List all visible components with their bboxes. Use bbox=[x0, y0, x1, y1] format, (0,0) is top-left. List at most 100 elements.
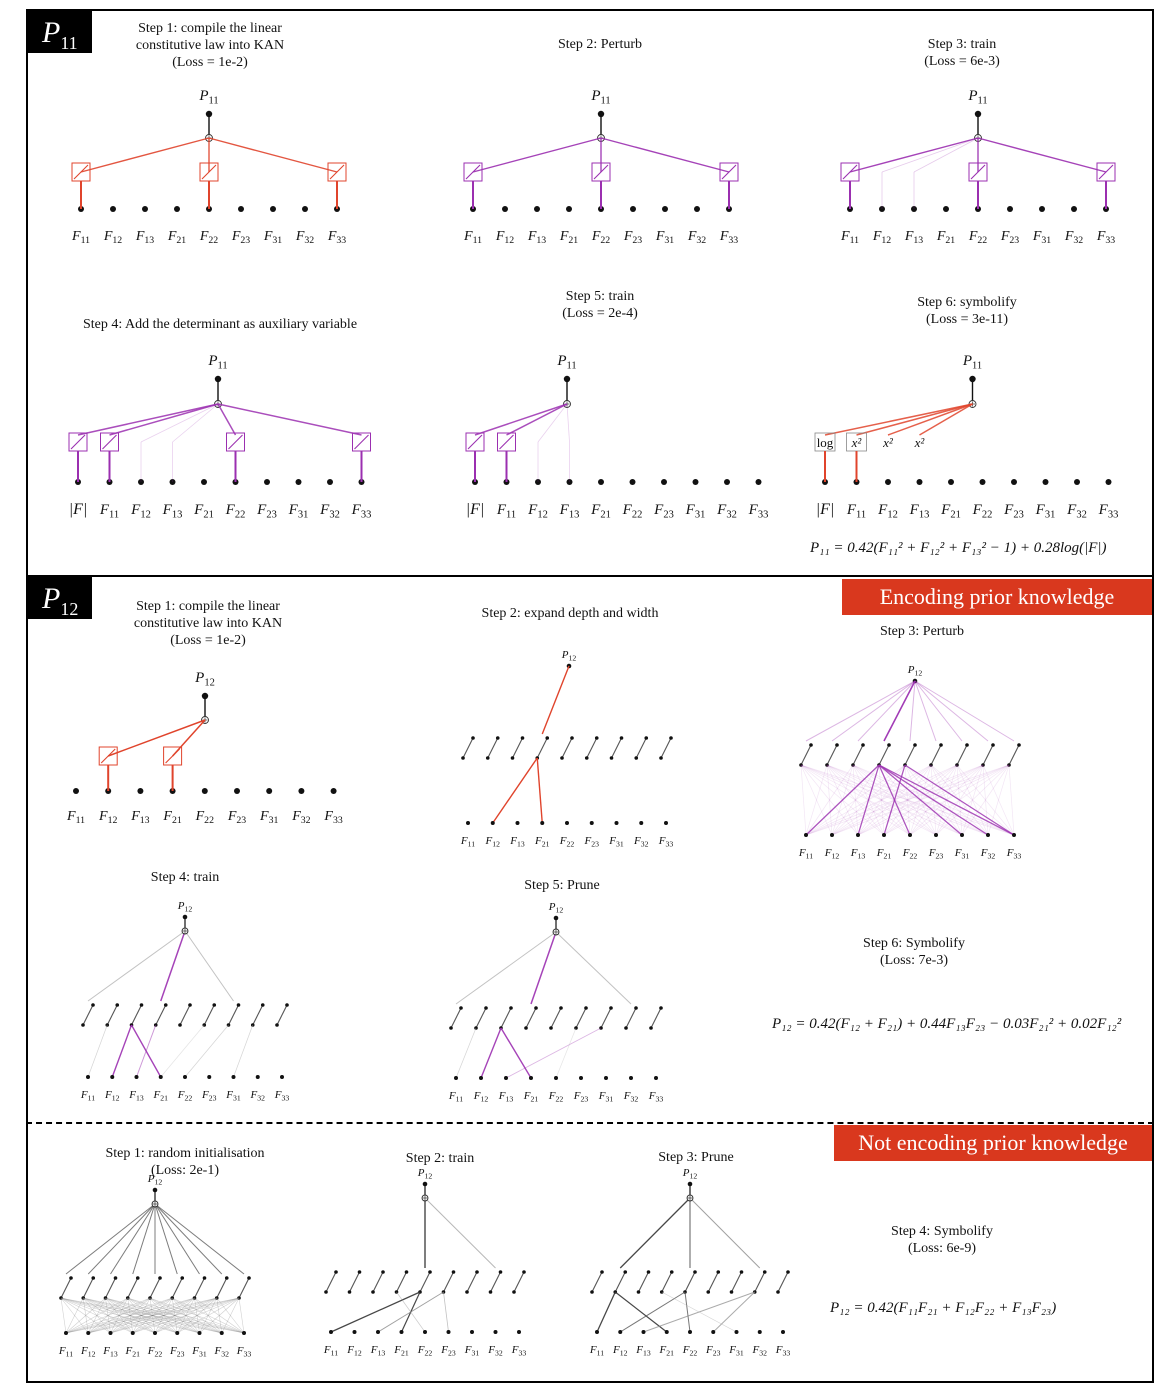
edge-bottom bbox=[127, 1297, 245, 1334]
input-node bbox=[595, 1330, 599, 1334]
edge-top bbox=[87, 1203, 156, 1275]
input-node bbox=[1042, 479, 1049, 485]
input-label: F12 bbox=[612, 1344, 628, 1357]
hidden-node bbox=[619, 736, 624, 740]
hidden-edge bbox=[450, 1007, 462, 1029]
edge-bottom bbox=[136, 1024, 157, 1078]
edge-bottom bbox=[221, 1297, 240, 1334]
edge-top bbox=[914, 680, 989, 742]
hidden-node bbox=[202, 1023, 207, 1027]
output-label: P11 bbox=[590, 88, 610, 106]
hidden-node bbox=[224, 1276, 229, 1280]
hidden-node bbox=[178, 1023, 182, 1027]
p11-step4-caption: Step 4: Add the determinant as auxiliary… bbox=[82, 317, 358, 332]
p12-step5-caption: Step 5: Prune bbox=[524, 878, 600, 893]
edge-out bbox=[109, 403, 219, 436]
hidden-edge bbox=[650, 1007, 662, 1029]
hidden-node bbox=[559, 1006, 563, 1010]
input-node bbox=[565, 821, 569, 825]
input-node bbox=[540, 821, 545, 825]
p11-step2-caption: Step 2: Perturb bbox=[558, 37, 642, 52]
hidden-edge bbox=[731, 1271, 742, 1293]
input-label: F21 bbox=[659, 1344, 675, 1357]
hidden-node bbox=[471, 736, 475, 740]
input-node bbox=[694, 206, 700, 212]
hidden-node bbox=[91, 1003, 95, 1007]
hidden-node bbox=[534, 1006, 538, 1010]
edge-top bbox=[883, 680, 916, 742]
input-label: F21 bbox=[876, 847, 892, 860]
edge-bottom bbox=[800, 764, 833, 836]
hidden-node bbox=[192, 1296, 197, 1300]
edge-out bbox=[217, 403, 362, 436]
edge-bottom bbox=[956, 764, 1015, 836]
hidden-node bbox=[776, 1290, 780, 1294]
hidden-edge bbox=[536, 737, 548, 759]
edge-bottom bbox=[805, 764, 958, 836]
noprior-step2-caption: Step 2: train bbox=[405, 1151, 475, 1166]
input-node bbox=[662, 206, 668, 212]
hidden-node bbox=[609, 756, 614, 760]
activation-curve bbox=[201, 164, 217, 180]
p12-step3-diagram: P12 F11 F12 F13 F21 F22 F23 F31 F32 F33 bbox=[798, 664, 1021, 860]
hidden-edge bbox=[550, 1007, 562, 1029]
noprior-step1-caption: Step 1: random initialisation (Loss: 2e-… bbox=[105, 1146, 265, 1178]
input-node bbox=[264, 479, 270, 485]
input-label: F12 bbox=[103, 229, 122, 246]
input-label: F12 bbox=[485, 835, 501, 848]
edge-bottom bbox=[154, 1297, 195, 1334]
edge-bottom bbox=[904, 764, 1015, 836]
hidden-edge bbox=[106, 1004, 118, 1026]
edge-top bbox=[689, 1197, 761, 1269]
hidden-node bbox=[624, 1026, 628, 1030]
edge-top bbox=[154, 1203, 178, 1275]
hidden-edge bbox=[216, 1277, 228, 1299]
edge-bottom bbox=[105, 1297, 111, 1334]
hidden-node bbox=[509, 1006, 513, 1010]
input-node bbox=[454, 1076, 458, 1080]
hidden-node bbox=[158, 1276, 162, 1280]
activation-curve bbox=[354, 434, 369, 450]
edge-top bbox=[110, 1203, 156, 1275]
hidden-node bbox=[59, 1296, 63, 1300]
input-node bbox=[618, 1330, 623, 1334]
edge-bottom bbox=[455, 1027, 477, 1079]
input-label: F11 bbox=[496, 502, 516, 520]
edge-bottom bbox=[87, 1297, 106, 1334]
input-node bbox=[446, 1330, 451, 1334]
edge-bottom bbox=[500, 1027, 532, 1079]
edge-bottom bbox=[805, 764, 854, 836]
input-label: F33 bbox=[658, 835, 674, 848]
edge-bottom bbox=[88, 1297, 173, 1334]
edge-bottom bbox=[83, 1297, 200, 1334]
input-node bbox=[804, 833, 808, 837]
hidden-edge bbox=[194, 1277, 205, 1299]
input-node bbox=[641, 1330, 646, 1334]
input-label: F21 bbox=[167, 229, 186, 246]
hidden-node bbox=[495, 736, 500, 740]
edge-bottom bbox=[127, 1297, 222, 1334]
edge-top bbox=[65, 1203, 156, 1275]
hidden-node bbox=[170, 1296, 175, 1300]
edge-bottom bbox=[184, 1024, 229, 1078]
section-divider bbox=[26, 575, 1154, 577]
edge-bottom bbox=[800, 764, 859, 836]
input-label: F22 bbox=[968, 229, 987, 246]
edge-bottom bbox=[171, 1297, 178, 1334]
hidden-edge bbox=[82, 1277, 94, 1299]
input-node bbox=[1039, 206, 1045, 212]
input-node bbox=[529, 1076, 533, 1080]
input-node bbox=[916, 479, 923, 485]
hidden-node bbox=[649, 1026, 653, 1030]
input-label: F23 bbox=[705, 1344, 721, 1357]
output-label: P11 bbox=[556, 353, 576, 371]
hidden-edge bbox=[661, 1271, 673, 1293]
output-label: P12 bbox=[561, 649, 577, 662]
hidden-node bbox=[1007, 763, 1011, 767]
hidden-node bbox=[260, 1003, 265, 1007]
edge-top bbox=[160, 930, 186, 1002]
input-label: F11 bbox=[323, 1344, 338, 1357]
hidden-node bbox=[461, 756, 465, 760]
hidden-edge bbox=[238, 1277, 250, 1299]
input-node bbox=[376, 1330, 380, 1334]
